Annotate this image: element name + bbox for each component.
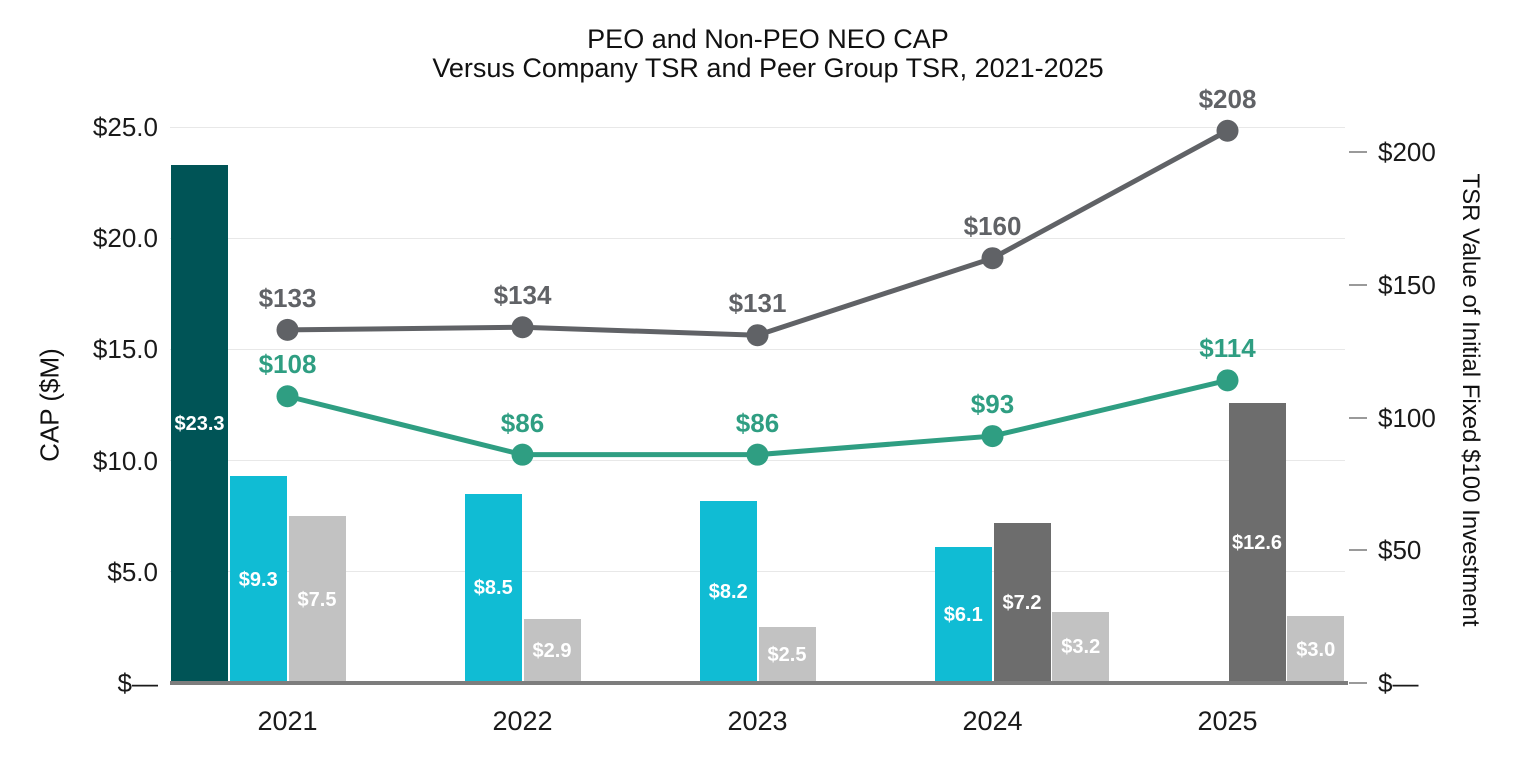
gray-tsr-line-value-label: $134 <box>493 280 552 311</box>
bar-2022-light-gray-cap <box>523 618 581 683</box>
bar-2025-dark-gray-cap <box>1228 402 1286 683</box>
bar-value-label: $2.9 <box>532 639 572 662</box>
bar-2021-dark-teal-cap <box>171 164 228 683</box>
bar-value-label: $23.3 <box>174 412 225 435</box>
x-axis-year-label: 2021 <box>257 706 318 736</box>
gridline <box>170 348 1345 350</box>
x-axis-year-label: 2022 <box>492 706 553 736</box>
x-axis-year-label: 2023 <box>727 706 788 736</box>
bar-2023-cyan-cap <box>699 500 757 683</box>
chart-title: PEO and Non-PEO NEO CAP Versus Company T… <box>0 25 1536 83</box>
teal-tsr-line-point-2025 <box>1216 369 1239 392</box>
bar-value-label: $3.0 <box>1296 638 1336 661</box>
teal-tsr-line-point-2023 <box>746 443 769 466</box>
bar-2024-cyan-cap <box>934 547 992 683</box>
bar-value-label: $3.2 <box>1061 636 1101 659</box>
gray-tsr-line-point-2025 <box>1216 119 1239 142</box>
x-axis-line <box>170 681 1348 685</box>
left-axis-tick-label: $20.0 <box>92 223 158 254</box>
teal-tsr-line-value-label: $86 <box>500 407 545 438</box>
right-axis-title: TSR Value of Initial Fixed $100 Investme… <box>1457 173 1484 627</box>
bar-value-label: $6.1 <box>943 604 983 627</box>
gridline <box>170 237 1345 239</box>
gray-tsr-line-value-label: $131 <box>728 288 787 319</box>
gridline <box>170 460 1345 462</box>
right-axis-tick-dash <box>1349 416 1367 419</box>
teal-tsr-line-point-2024 <box>981 425 1004 448</box>
gray-tsr-line-value-label: $133 <box>258 282 317 313</box>
teal-tsr-line-point-2022 <box>511 443 534 466</box>
bar-value-label: $2.5 <box>767 644 807 667</box>
right-axis-tick-label: $— <box>1378 668 1419 698</box>
bar-value-label: $8.5 <box>473 577 513 600</box>
right-axis-tick-label: $150 <box>1378 269 1436 300</box>
right-axis-tick-dash <box>1349 151 1367 153</box>
teal-tsr-line-point-2021 <box>276 385 299 408</box>
right-axis-tick-dash <box>1349 549 1367 552</box>
bar-2022-cyan-cap <box>464 493 522 683</box>
teal-tsr-line-value-label: $93 <box>970 389 1015 420</box>
gray-tsr-line-point-2024 <box>981 247 1004 270</box>
right-axis-tick-dash <box>1349 682 1367 684</box>
left-axis-tick-label: $15.0 <box>92 334 158 365</box>
chart-title-line2: Versus Company TSR and Peer Group TSR, 2… <box>432 53 1104 83</box>
left-axis-tick-label: $10.0 <box>92 445 158 476</box>
bar-value-label: $9.3 <box>238 568 278 591</box>
teal-tsr-line-value-label: $86 <box>735 407 780 438</box>
bar-value-label: $7.2 <box>1002 591 1042 614</box>
bar-2023-light-gray-cap <box>758 627 816 683</box>
bar-2025-light-gray-cap <box>1287 616 1345 683</box>
bar-value-label: $8.2 <box>708 580 748 603</box>
gray-tsr-line-point-2021 <box>276 318 299 341</box>
bar-2024-dark-gray-cap <box>993 522 1051 683</box>
bar-value-label: $12.6 <box>1231 531 1283 554</box>
right-axis-tick-label: $50 <box>1378 535 1422 566</box>
bar-2021-cyan-cap <box>229 476 287 683</box>
bar-value-label: $7.5 <box>297 588 337 611</box>
teal-tsr-line-value-label: $114 <box>1199 333 1256 364</box>
left-axis-tick-label: $— <box>117 668 158 698</box>
chart-title-line1: PEO and Non-PEO NEO CAP <box>587 24 949 54</box>
bar-2021-light-gray-cap <box>288 516 346 683</box>
teal-tsr-line-value-label: $108 <box>258 349 317 380</box>
gridline <box>170 571 1345 573</box>
x-axis-year-label: 2024 <box>962 706 1023 736</box>
right-axis-tick-dash <box>1349 283 1367 286</box>
bar-2024-light-gray-cap <box>1052 611 1110 683</box>
x-axis-year-label: 2025 <box>1197 706 1258 736</box>
gray-tsr-line-value-label: $160 <box>963 211 1022 242</box>
right-axis-tick-label: $100 <box>1378 402 1436 433</box>
left-axis-tick-label: $25.0 <box>92 112 158 142</box>
gridline <box>170 126 1345 128</box>
gray-tsr-line-point-2023 <box>746 324 769 347</box>
gray-tsr-line-value-label: $208 <box>1198 83 1257 114</box>
right-axis-tick-label: $200 <box>1378 137 1436 167</box>
gray-tsr-line-point-2022 <box>511 316 534 339</box>
left-axis-tick-label: $5.0 <box>107 556 158 587</box>
